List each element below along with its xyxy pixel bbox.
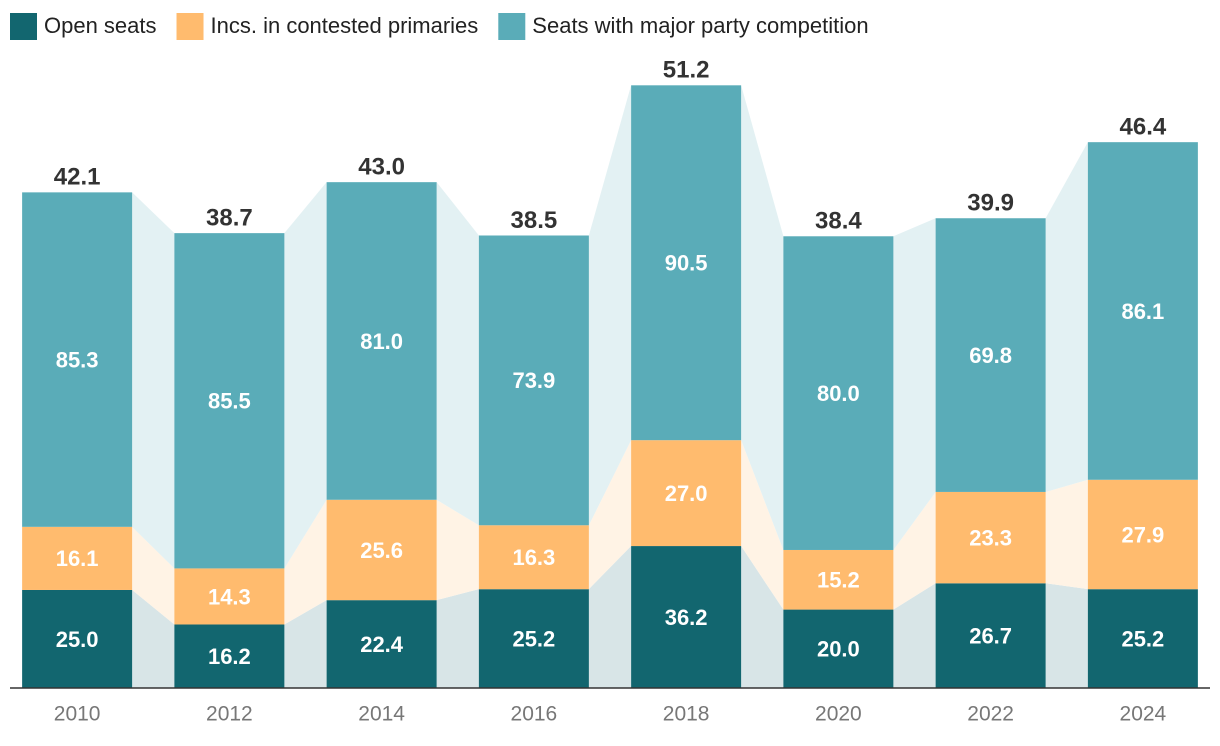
bar-segment	[174, 233, 285, 569]
x-tick-label: 2010	[54, 703, 101, 726]
legend-label: Open seats	[44, 13, 157, 38]
legend-swatch	[10, 13, 37, 40]
connector-band	[284, 499, 327, 625]
connectors	[132, 85, 1088, 688]
segment-label: 69.8	[969, 343, 1012, 368]
bar-segment	[22, 589, 133, 688]
bar-segment	[935, 583, 1046, 688]
segment-label: 26.7	[969, 623, 1012, 648]
segment-label: 90.5	[665, 251, 708, 276]
connector-band	[1045, 142, 1088, 492]
bar-segment	[326, 600, 437, 688]
connector-band	[893, 218, 936, 550]
x-tick-label: 2012	[206, 703, 253, 726]
segment-label: 25.0	[56, 627, 99, 652]
connector-band	[436, 182, 479, 526]
connector-band	[741, 440, 784, 610]
total-label: 38.7	[206, 204, 253, 231]
total-label: 46.4	[1120, 114, 1167, 141]
bar-segment	[783, 609, 894, 688]
total-label: 39.9	[967, 190, 1014, 217]
segment-label: 25.6	[360, 538, 403, 563]
connector-band	[436, 589, 479, 688]
total-label: 38.5	[511, 207, 558, 234]
bar-segment	[174, 624, 285, 688]
segment-label: 80.0	[817, 381, 860, 406]
bar-segment	[631, 440, 742, 547]
x-tick-label: 2014	[358, 703, 405, 726]
bar-segment	[326, 182, 437, 500]
connector-band	[1045, 583, 1088, 688]
segment-label: 86.1	[1121, 299, 1164, 324]
connector-band	[588, 546, 632, 688]
segment-label: 15.2	[817, 568, 860, 593]
bar-segment	[783, 549, 894, 610]
legend-label: Incs. in contested primaries	[211, 13, 479, 38]
bar-segment	[631, 85, 742, 441]
segment-label: 16.2	[208, 644, 251, 669]
segment-label: 25.2	[512, 626, 555, 651]
legend-swatch	[498, 13, 526, 40]
segment-label: 23.3	[969, 525, 1012, 550]
segment-label: 36.2	[665, 605, 708, 630]
x-tick-label: 2024	[1120, 703, 1167, 726]
x-tick-label: 2018	[663, 703, 710, 726]
connector-band	[588, 85, 632, 526]
bar-segment	[935, 491, 1046, 584]
segment-label: 16.3	[512, 545, 555, 570]
connector-band	[436, 499, 479, 601]
segment-label: 22.4	[360, 632, 404, 657]
total-label: 38.4	[815, 208, 862, 235]
bars	[22, 85, 1198, 688]
segment-label: 73.9	[512, 368, 555, 393]
bar-segment	[935, 218, 1046, 492]
legend-swatch	[176, 13, 204, 40]
x-tick-label: 2020	[815, 703, 862, 726]
bar-segment	[22, 526, 133, 590]
connector-band	[588, 440, 632, 590]
legend-label: Seats with major party competition	[532, 13, 868, 38]
connector-band	[132, 526, 175, 625]
segment-label: 27.0	[665, 481, 708, 506]
bar-segment	[631, 546, 742, 688]
segment-label: 27.9	[1121, 522, 1164, 547]
total-label: 43.0	[358, 154, 405, 181]
segment-label: 20.0	[817, 637, 860, 662]
x-tick-label: 2022	[967, 703, 1014, 726]
connector-band	[284, 600, 327, 688]
connector-band	[893, 491, 936, 610]
segment-label: 16.1	[56, 546, 99, 571]
total-label: 51.2	[663, 57, 710, 84]
bar-segment	[783, 236, 894, 550]
connector-band	[132, 589, 175, 688]
bar-segment	[1087, 479, 1198, 590]
bar-segment	[478, 235, 589, 526]
connector-band	[1045, 479, 1088, 590]
bar-segment	[1087, 589, 1198, 688]
connector-band	[893, 583, 936, 688]
bar-segment	[478, 589, 589, 688]
segment-label: 25.2	[1121, 626, 1164, 651]
x-tick-label: 2016	[511, 703, 558, 726]
segment-label: 14.3	[208, 584, 251, 609]
total-label: 42.1	[54, 164, 101, 191]
segment-label: 85.5	[208, 389, 251, 414]
connector-band	[284, 182, 327, 569]
bar-segment	[174, 568, 285, 625]
bar-segment	[22, 192, 133, 527]
bar-segment	[1087, 142, 1198, 480]
connector-band	[741, 85, 784, 550]
connector-band	[132, 192, 175, 569]
segment-label: 81.0	[360, 329, 403, 354]
segment-label: 85.3	[56, 347, 99, 372]
connector-band	[741, 546, 784, 688]
bar-segment	[326, 499, 437, 601]
bar-segment	[478, 525, 589, 590]
